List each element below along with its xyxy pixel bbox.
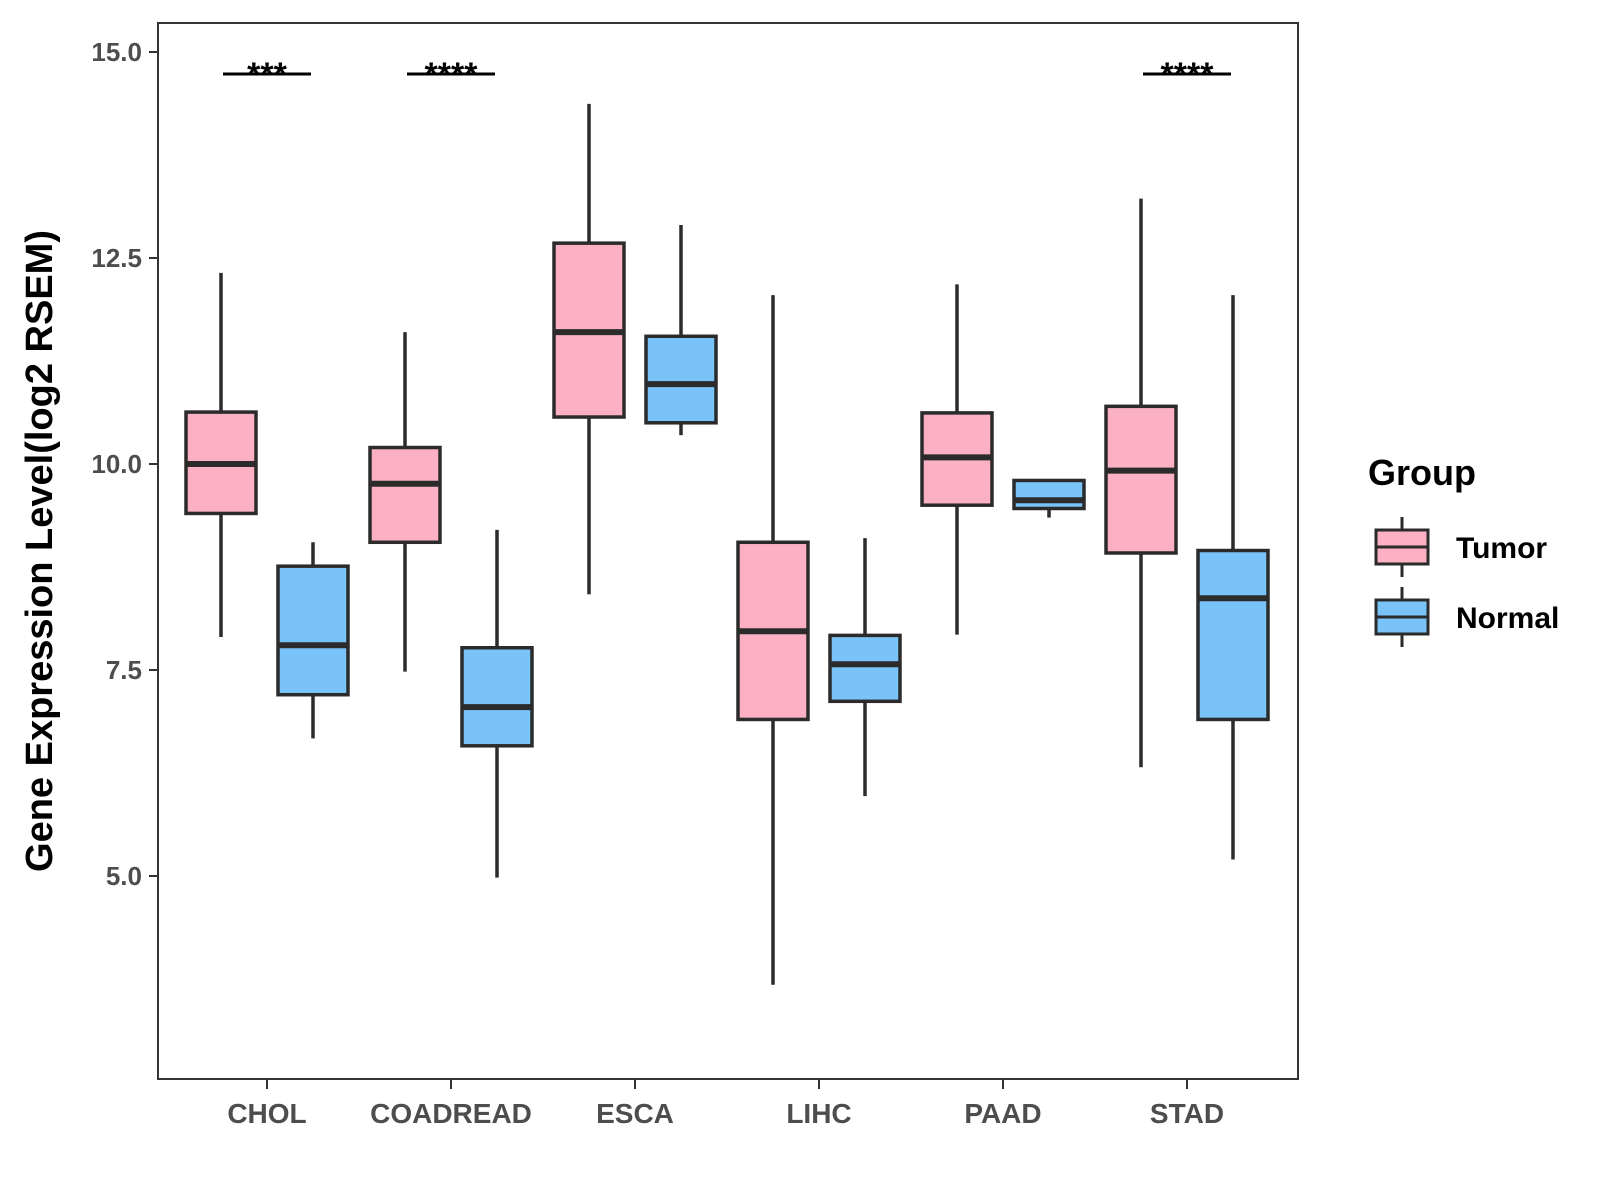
box-tumor-stad: [1104, 198, 1178, 768]
box-body: [828, 633, 902, 704]
box-tumor-esca: [552, 103, 626, 595]
x-tick-label: COADREAD: [370, 1098, 532, 1129]
legend-item-tumor: Tumor: [1374, 517, 1547, 577]
legend-title: Group: [1368, 452, 1476, 493]
box-normal-lihc: [828, 538, 902, 797]
box-body: [276, 564, 350, 697]
box-normal-paad: [1012, 478, 1086, 518]
legend-label: Normal: [1456, 602, 1559, 635]
legend-item-normal: Normal: [1374, 587, 1559, 647]
box-body: [460, 646, 534, 748]
box-body: [644, 334, 718, 425]
box-tumor-paad: [920, 284, 994, 635]
x-tick-label: ESCA: [596, 1098, 674, 1129]
box-body: [1196, 548, 1270, 722]
box-tumor-coadread: [368, 332, 442, 672]
significance-label: ****: [425, 56, 479, 94]
x-tick-label: PAAD: [964, 1098, 1041, 1129]
x-tick-label: STAD: [1150, 1098, 1224, 1129]
box-tumor-lihc: [736, 295, 810, 985]
significance-label: ****: [1161, 56, 1215, 94]
box-body: [1012, 478, 1086, 511]
box-tumor-chol: [184, 272, 258, 638]
y-tick-label: 10.0: [91, 449, 142, 479]
box-normal-coadread: [460, 529, 534, 878]
x-tick-label: CHOL: [227, 1098, 306, 1129]
y-axis-title: Gene Expression Level(log2 RSEM): [19, 230, 61, 872]
box-body: [1104, 404, 1178, 555]
y-tick-label: 15.0: [91, 37, 142, 67]
significance-label: ***: [247, 56, 287, 94]
x-tick-label: LIHC: [786, 1098, 851, 1129]
legend-label: Tumor: [1456, 532, 1547, 565]
y-tick-label: 5.0: [106, 861, 142, 891]
y-tick-label: 7.5: [106, 655, 142, 685]
y-tick-label: 12.5: [91, 243, 142, 273]
box-normal-esca: [644, 225, 718, 436]
box-body: [368, 445, 442, 545]
box-normal-chol: [276, 542, 350, 739]
box-normal-stad: [1196, 295, 1270, 860]
